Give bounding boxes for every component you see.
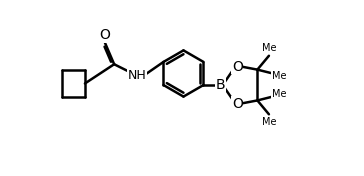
Text: O: O bbox=[232, 59, 243, 74]
Text: O: O bbox=[232, 96, 243, 111]
Text: O: O bbox=[99, 28, 110, 42]
Text: NH: NH bbox=[128, 69, 147, 82]
Text: Me: Me bbox=[262, 117, 276, 127]
Text: Me: Me bbox=[262, 43, 276, 53]
Text: Me: Me bbox=[272, 89, 286, 99]
Text: B: B bbox=[215, 78, 225, 92]
Text: Me: Me bbox=[272, 71, 286, 81]
